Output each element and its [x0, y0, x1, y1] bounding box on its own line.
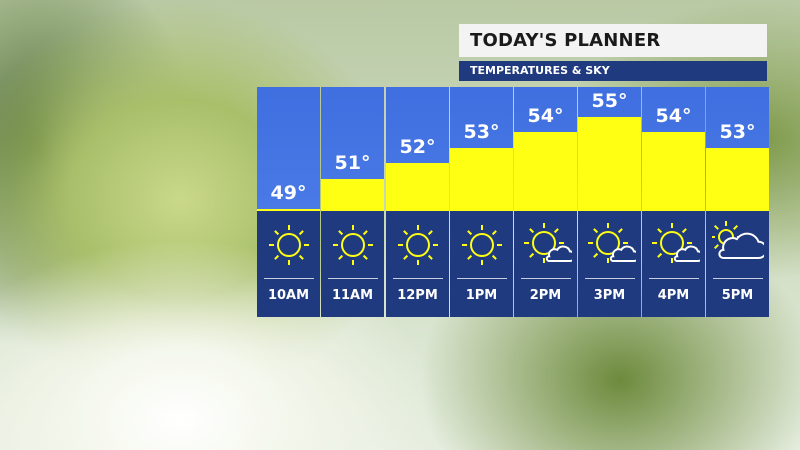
sky-area: 54° [642, 87, 705, 211]
time-label: 1PM [465, 288, 498, 303]
temperature-label: 54° [527, 105, 564, 128]
temperature-label: 53° [463, 120, 500, 143]
hour-column: 54° 2PM [514, 87, 577, 317]
sky-area: 54° [514, 87, 577, 211]
sunny-icon [333, 225, 373, 265]
hour-column: 52° 12PM [386, 87, 449, 317]
divider [585, 278, 635, 279]
mostly-sunny-icon [588, 223, 636, 263]
time-label: 5PM [721, 288, 754, 303]
mostly-sunny-icon [652, 223, 700, 263]
temperature-label: 51° [334, 151, 371, 174]
temperature-bar [578, 117, 641, 211]
hour-column: 53° 5PM [706, 87, 769, 317]
time-label: 12PM [397, 288, 438, 303]
subtitle: TEMPERATURES & SKY [470, 64, 610, 77]
temperature-bar [386, 163, 449, 211]
sunny-icon [398, 225, 438, 265]
time-label: 2PM [529, 288, 562, 303]
divider [521, 278, 571, 279]
temperature-bar [706, 147, 769, 211]
time-label: 10AM [267, 288, 310, 303]
sky-area: 49° [257, 87, 320, 211]
temperature-label: 52° [399, 136, 436, 159]
hour-column: 55° 3PM [578, 87, 641, 317]
time-label: 4PM [657, 288, 690, 303]
temperature-label: 53° [719, 120, 756, 143]
mostly-sunny-icon [524, 223, 572, 263]
temperature-label: 54° [655, 105, 692, 128]
sky-area: 52° [386, 87, 449, 211]
temperature-label: 49° [270, 182, 307, 204]
time-label: 3PM [593, 288, 626, 303]
time-label: 11AM [331, 288, 374, 303]
temperature-bar [257, 209, 320, 211]
temperature-bar [321, 178, 384, 211]
sunny-icon [462, 225, 502, 265]
divider [457, 278, 507, 279]
hour-column: 49° 10AM [257, 87, 320, 317]
page-title: TODAY'S PLANNER [470, 30, 661, 51]
hour-column: 51° 11AM [321, 87, 384, 317]
sky-area: 53° [450, 87, 513, 211]
temperature-bar [450, 147, 513, 211]
hour-column: 54° 4PM [642, 87, 705, 317]
divider [328, 278, 378, 279]
temperature-label: 55° [591, 90, 628, 113]
sky-area: 53° [706, 87, 769, 211]
divider [649, 278, 699, 279]
temperature-bar [514, 132, 577, 211]
title-box: TODAY'S PLANNER [459, 24, 767, 57]
sky-area: 51° [321, 87, 384, 211]
partly-cloudy-icon [712, 221, 764, 259]
sunny-icon [269, 225, 309, 265]
divider [264, 278, 314, 279]
sky-area: 55° [578, 87, 641, 211]
hour-column: 53° 1PM [450, 87, 513, 317]
divider [713, 278, 763, 279]
divider [393, 278, 443, 279]
subtitle-box: TEMPERATURES & SKY [459, 61, 767, 81]
temperature-bar [642, 132, 705, 211]
